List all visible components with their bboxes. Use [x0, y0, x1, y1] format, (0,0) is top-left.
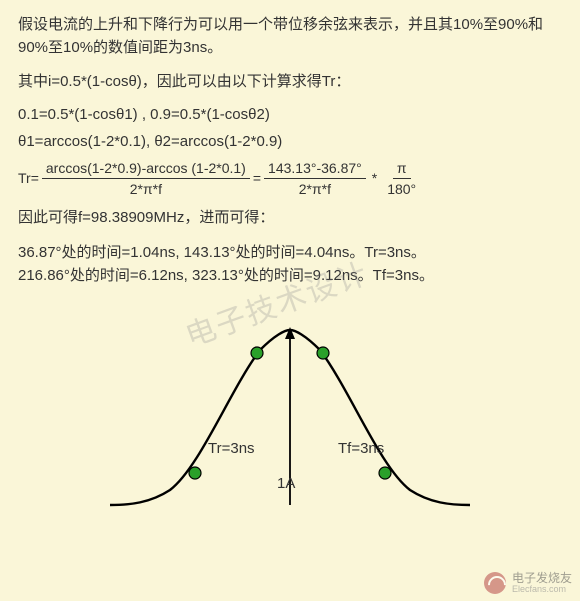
time-results-a: 36.87°处的时间=1.04ns, 143.13°处的时间=4.04ns。Tr… — [18, 241, 562, 262]
equation-2: θ1=arccos(1-2*0.1), θ2=arccos(1-2*0.9) — [18, 133, 562, 150]
watermark-en: Elecfans.com — [512, 585, 572, 595]
chart-svg: Tr=3ns Tf=3ns 1A — [90, 295, 490, 525]
amplitude-arrow-head — [285, 327, 295, 339]
watermark-cn: 电子发烧友 — [512, 572, 572, 585]
marker-2 — [251, 347, 263, 359]
peak-current-label: 1A — [277, 475, 295, 492]
marker-1 — [189, 467, 201, 479]
current-waveform-chart: Tr=3ns Tf=3ns 1A — [18, 295, 562, 535]
frac3-numerator: π — [393, 160, 411, 179]
tr-chart-label: Tr=3ns — [208, 440, 255, 457]
intro-paragraph: 假设电流的上升和下降行为可以用一个带位移余弦来表示，并且其10%至90%和90%… — [18, 14, 562, 59]
time-results-b: 216.86°处的时间=6.12ns, 323.13°处的时间=9.12ns。T… — [18, 264, 562, 285]
frac2-numerator: 143.13°-36.87° — [264, 160, 366, 179]
multiply-sign: * — [369, 170, 380, 186]
elecfans-logo-icon — [484, 572, 506, 594]
marker-4 — [379, 467, 391, 479]
derivation-intro: 其中i=0.5*(1-cosθ)，因此可以由以下计算求得Tr： — [18, 71, 562, 94]
bottom-watermark: 电子发烧友 Elecfans.com — [484, 572, 572, 595]
frac1-denominator: 2*π*f — [126, 179, 166, 197]
frac3-denominator: 180° — [383, 179, 420, 197]
tr-label: Tr= — [18, 170, 39, 186]
tf-chart-label: Tf=3ns — [338, 440, 384, 457]
marker-3 — [317, 347, 329, 359]
frac1-numerator: arccos(1-2*0.9)-arccos (1-2*0.1) — [42, 160, 250, 179]
tr-equation-row: Tr= arccos(1-2*0.9)-arccos (1-2*0.1) 2*π… — [18, 160, 562, 197]
fraction-2: 143.13°-36.87° 2*π*f — [264, 160, 366, 197]
equation-1: 0.1=0.5*(1-cosθ1) , 0.9=0.5*(1-cosθ2) — [18, 106, 562, 123]
frac2-denominator: 2*π*f — [295, 179, 335, 197]
frequency-result: 因此可得f=98.38909MHz，进而可得： — [18, 207, 562, 230]
fraction-3: π 180° — [383, 160, 420, 197]
fraction-1: arccos(1-2*0.9)-arccos (1-2*0.1) 2*π*f — [42, 160, 250, 197]
equals-sign: = — [253, 170, 261, 186]
